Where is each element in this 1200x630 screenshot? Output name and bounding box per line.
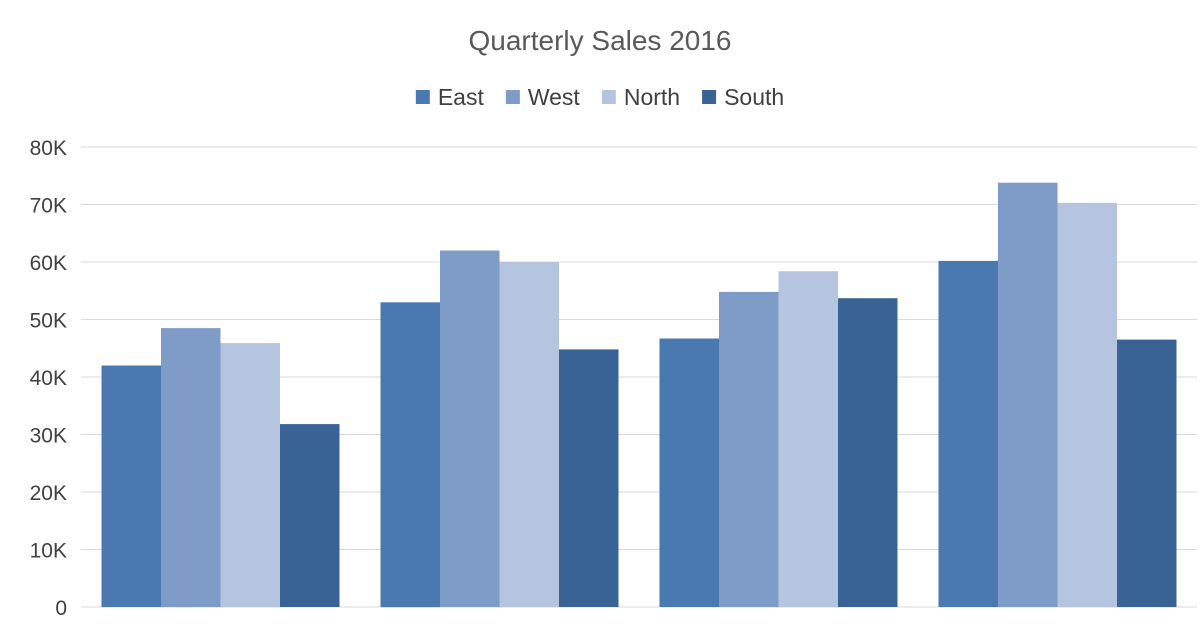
bar-north-q2 <box>499 262 559 607</box>
bar-north-q4 <box>1057 202 1117 608</box>
bar-west-q1 <box>161 328 221 607</box>
legend-swatch <box>601 90 616 104</box>
bar-east-q1 <box>101 365 161 607</box>
y-tick-label: 40K <box>30 367 67 390</box>
legend-item-north: North <box>601 84 680 110</box>
bar-west-q3 <box>719 291 779 607</box>
y-axis-tick-labels: 0 10K 20K 30K 40K 50K 60K 70K 80K <box>30 137 67 620</box>
bar-north-q1 <box>220 343 280 607</box>
legend-item-south: South <box>702 84 784 110</box>
legend-label: East <box>438 84 485 110</box>
bar-south-q4 <box>1117 339 1177 607</box>
bar-west-q2 <box>440 250 500 607</box>
bar-south-q3 <box>838 298 898 607</box>
y-tick-label: 70K <box>30 195 67 218</box>
y-tick-label: 50K <box>30 310 67 333</box>
legend-swatch <box>505 90 520 104</box>
legend-item-west: West <box>505 84 581 110</box>
chart-title: Quarterly Sales 2016 <box>468 25 731 56</box>
y-tick-label: 80K <box>30 137 67 160</box>
legend-label: West <box>528 84 581 110</box>
y-tick-label: 60K <box>30 252 67 275</box>
legend-item-east: East <box>415 84 485 110</box>
bar-north-q3 <box>778 271 838 607</box>
legend-label: North <box>624 84 680 110</box>
bar-west-q4 <box>998 182 1058 607</box>
y-tick-label: 20K <box>30 482 67 505</box>
y-tick-label: 0 <box>55 597 67 620</box>
bar-south-q1 <box>280 424 340 607</box>
y-tick-label: 10K <box>30 540 67 563</box>
bar-south-q2 <box>559 349 619 607</box>
legend: East West North South <box>415 84 784 110</box>
legend-label: South <box>724 84 784 110</box>
bars <box>101 182 1177 608</box>
legend-swatch <box>415 90 430 104</box>
bar-east-q2 <box>380 302 440 608</box>
legend-swatch <box>702 90 717 104</box>
bar-east-q4 <box>938 260 998 607</box>
y-tick-label: 30K <box>30 425 67 448</box>
bar-east-q3 <box>659 338 719 607</box>
